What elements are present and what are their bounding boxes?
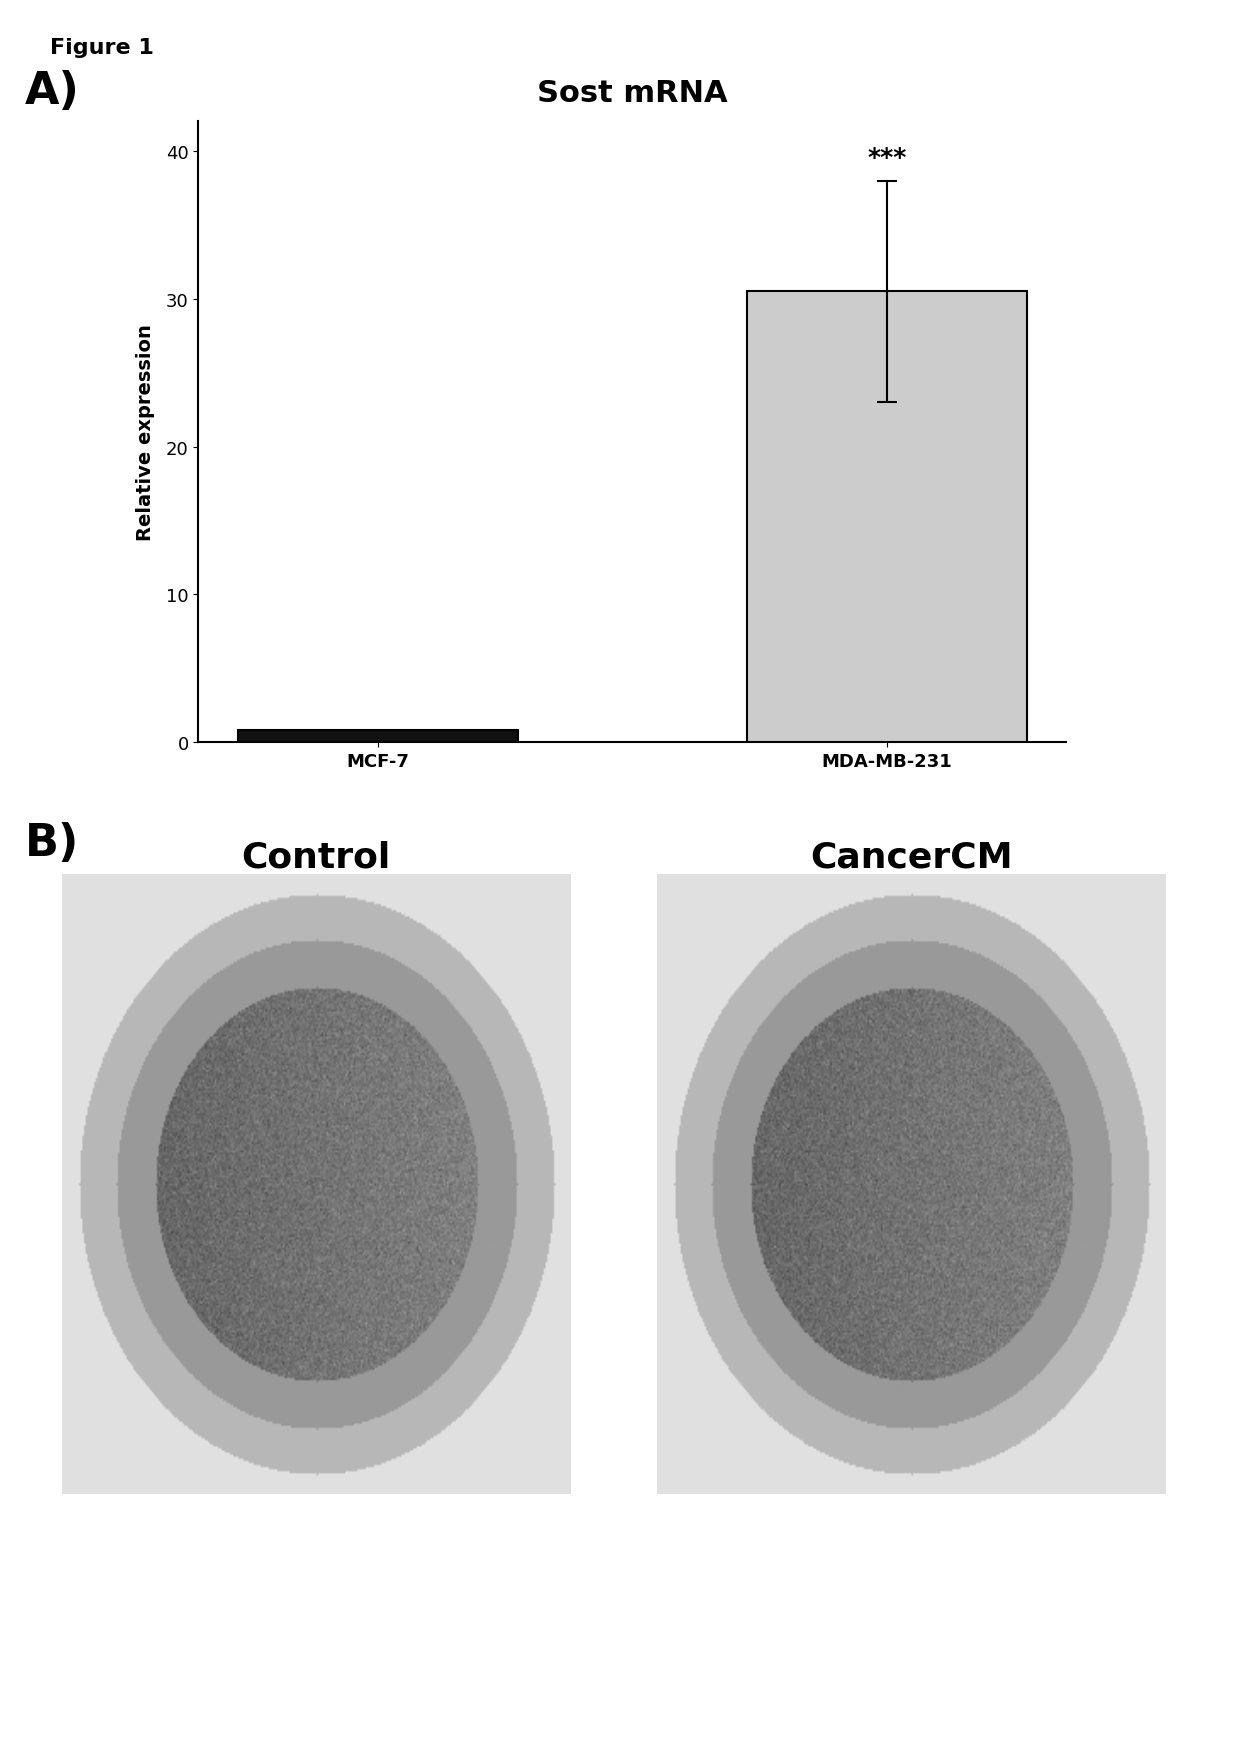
Bar (746, 292, 1027, 743)
Y-axis label: Relative expression: Relative expression (136, 325, 155, 540)
Text: CancerCM: CancerCM (810, 841, 1013, 874)
Bar (238, 731, 518, 743)
Text: A): A) (25, 70, 79, 114)
Title: Sost mRNA: Sost mRNA (537, 79, 728, 108)
Text: Figure 1: Figure 1 (50, 38, 154, 58)
Text: Control: Control (242, 841, 391, 874)
Text: B): B) (25, 822, 79, 865)
Text: ***: *** (867, 145, 906, 170)
